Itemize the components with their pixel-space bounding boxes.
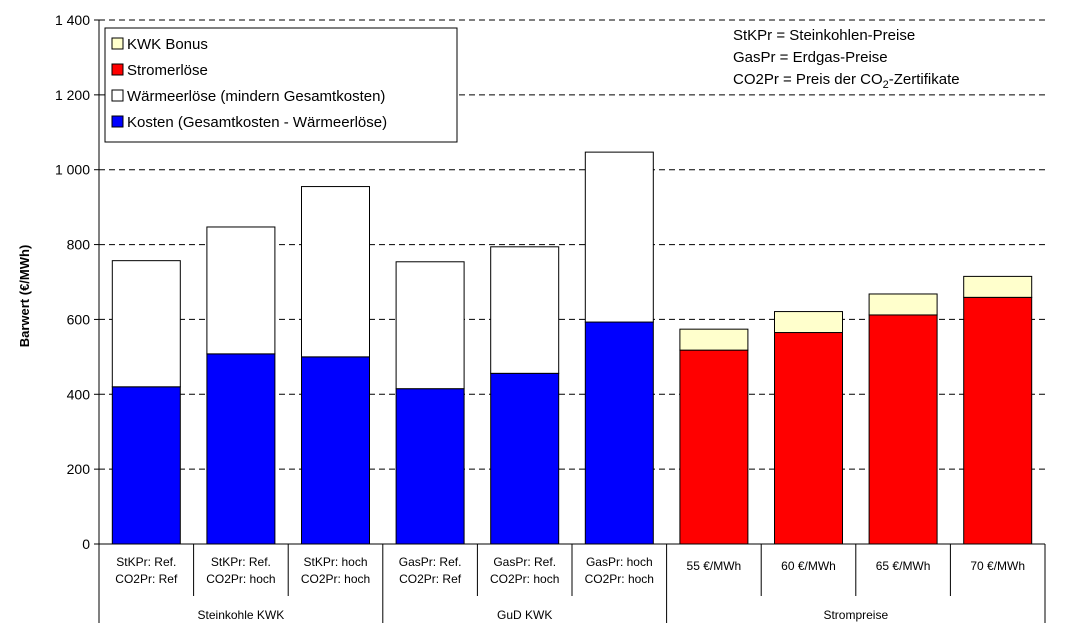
bar-segment [774,311,843,334]
legend: KWK Bonus Stromerlöse Wärmeerlöse (mindern… [104,27,458,143]
x-category-label: CO2Pr: hoch [301,572,370,586]
x-category-label: CO2Pr: hoch [206,572,275,586]
bar-segment [868,314,938,545]
bar-segment [679,328,749,351]
axes [94,19,1046,623]
gridlines [99,19,1045,470]
x-category-label: GasPr: hoch [586,555,653,569]
x-category-label: CO2Pr: Ref [115,572,178,586]
x-category-label: 70 €/MWh [970,559,1025,573]
y-tick-labels: 0 200 400 600 800 1 000 1 200 1 400 [55,12,90,552]
y-tick-label: 200 [67,461,91,477]
y-tick-label: 1 200 [55,87,90,103]
bar-segment [301,186,370,358]
bar-segment [206,226,276,355]
legend-box [104,27,458,143]
x-category-label: GasPr: Ref. [399,555,462,569]
x-group-label: GuD KWK [497,608,552,622]
y-tick-label: 600 [67,311,91,327]
bar-segment [963,275,1033,298]
x-category-label: CO2Pr: hoch [585,572,654,586]
x-category-label: CO2Pr: hoch [490,572,559,586]
legend-swatch [111,37,124,50]
bar-segment [490,246,560,374]
bar-segment [868,293,938,316]
annotation-text: StKPr = Steinkohlen-Preise [733,27,915,44]
y-tick-label: 1 000 [55,162,90,178]
x-category-label: 60 €/MWh [781,559,836,573]
x-group-label: Steinkohle KWK [198,608,285,622]
x-category-label: StKPr: hoch [303,555,367,569]
bar-segment [679,349,749,545]
bar-segment [206,353,276,545]
x-category-labels: StKPr: Ref. CO2Pr: Ref StKPr: Ref. CO2Pr: h… [115,555,1025,622]
bar-segment [395,388,465,545]
bar-segment [963,296,1033,545]
x-category-label: 65 €/MWh [876,559,931,573]
annotation-text: GasPr = Erdgas-Preise [733,49,888,66]
legend-label: KWK Bonus [127,36,208,53]
x-category-label: 55 €/MWh [687,559,742,573]
legend-label: Kosten (Gesamtkosten - Wärmeerlöse) [127,114,387,131]
bars [111,151,1033,545]
legend-swatch [111,89,124,102]
bar-segment [301,356,370,545]
bar-segment [584,321,654,545]
y-tick-label: 800 [67,237,91,253]
bar-segment [490,372,560,545]
annotation-text: CO2Pr = Preis der CO2-Zertifikate [733,71,960,91]
legend-swatch [111,115,124,128]
bar-segment [111,386,181,545]
bar-segment [111,260,181,388]
x-category-label: StKPr: Ref. [211,555,271,569]
legend-label: Stromerlöse [127,62,208,79]
y-axis-label: Barwert (€/MWh) [17,245,32,348]
annotations: StKPr = Steinkohlen-Preise GasPr = Erdgas… [733,27,960,91]
y-tick-label: 1 400 [55,12,90,28]
bar-segment [584,151,654,323]
x-category-label: GasPr: Ref. [493,555,556,569]
legend-label: Wärmeerlöse (mindern Gesamtkosten) [127,88,385,105]
y-tick-label: 400 [67,386,91,402]
bar-segment [395,261,465,390]
x-category-label: StKPr: Ref. [116,555,176,569]
legend-swatch [111,63,124,76]
x-group-label: Strompreise [823,608,888,622]
y-tick-label: 0 [82,536,90,552]
x-category-label: CO2Pr: Ref [399,572,462,586]
bar-segment [774,332,843,545]
